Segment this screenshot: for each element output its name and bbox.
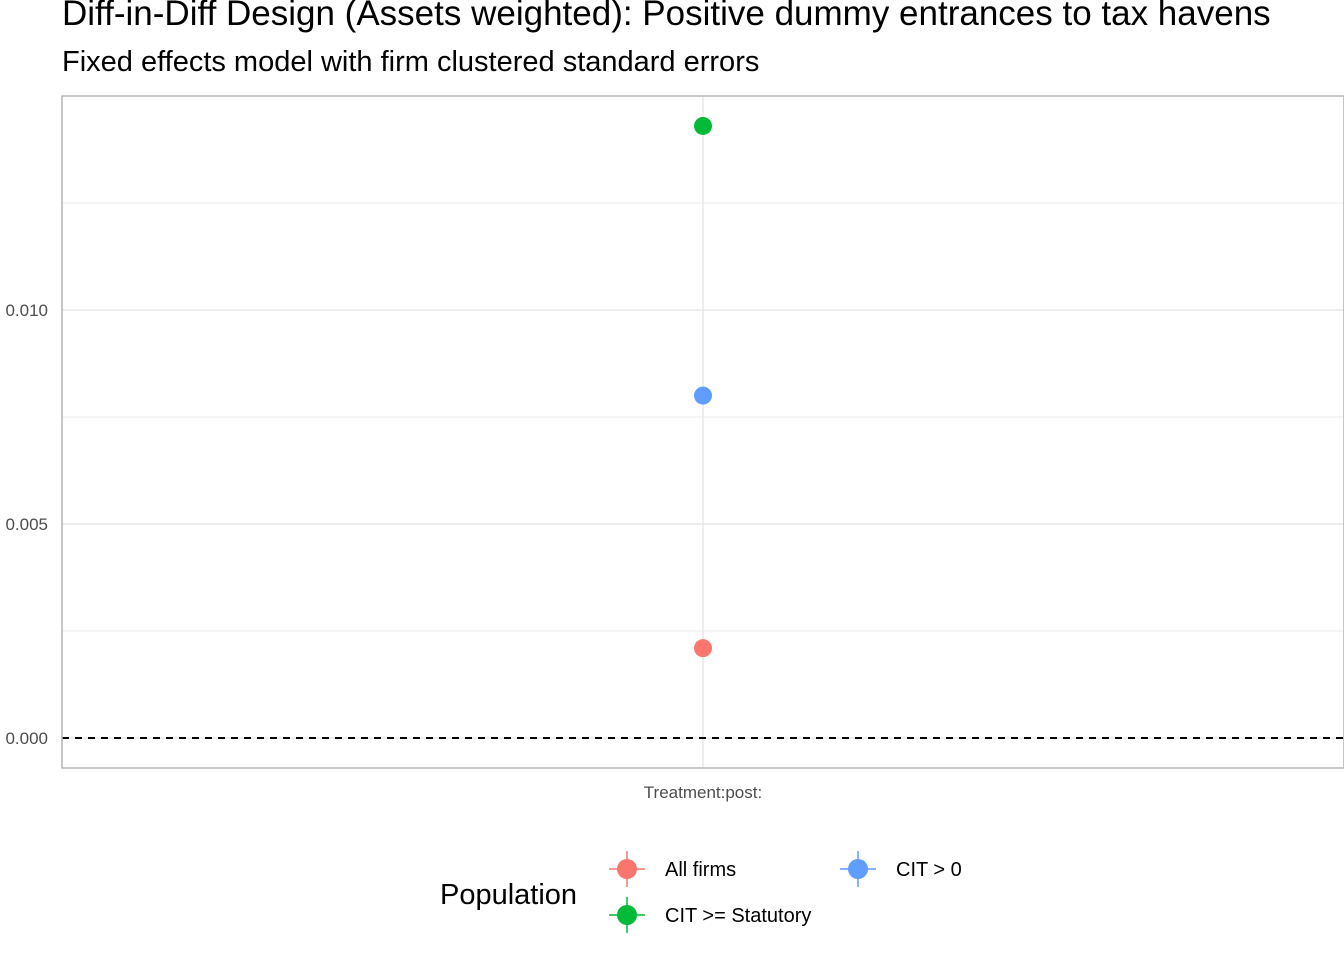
y-tick-label: 0.005 (5, 515, 48, 534)
panel-border (61, 95, 1344, 769)
legend-label: CIT >= Statutory (665, 905, 811, 927)
chart-title: Diff-in-Diff Design (Assets weighted): P… (62, 0, 1271, 33)
x-tick-label: Treatment:post: (644, 783, 762, 802)
legend-item: CIT >= Statutory (609, 897, 811, 933)
y-tick-label: 0.010 (5, 301, 48, 320)
legend-label: All firms (665, 859, 736, 881)
data-point-cit-statutory (694, 116, 712, 135)
legend-key-point (617, 859, 637, 879)
legend-item: CIT > 0 (840, 851, 962, 887)
legend-title: Population (440, 879, 577, 911)
plot-panel: 0.000 0.005 0.010 Treatment:post: (5, 95, 1344, 802)
chart-subtitle: Fixed effects model with firm clustered … (62, 46, 760, 78)
data-point-all-firms (694, 639, 712, 658)
y-tick-label: 0.000 (5, 729, 48, 748)
legend: Population All firms CIT >= Statutory CIT >… (440, 851, 962, 933)
legend-key-point (848, 859, 868, 879)
legend-key-point (617, 905, 637, 925)
data-point-cit-0 (694, 386, 712, 405)
legend-item: All firms (609, 851, 736, 887)
legend-label: CIT > 0 (896, 859, 962, 881)
